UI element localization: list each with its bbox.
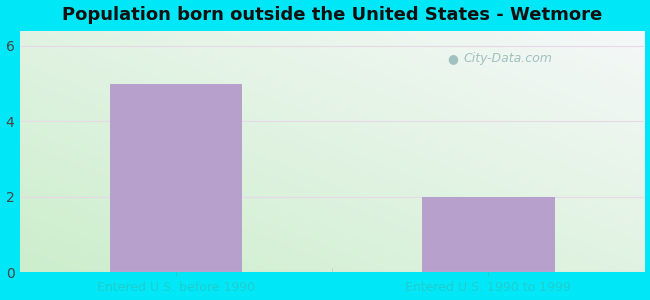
Bar: [110, 83, 242, 272]
Text: ●: ●: [448, 52, 459, 65]
Bar: [422, 197, 554, 272]
Title: Population born outside the United States - Wetmore: Population born outside the United State…: [62, 6, 603, 24]
Text: City-Data.com: City-Data.com: [463, 52, 552, 65]
